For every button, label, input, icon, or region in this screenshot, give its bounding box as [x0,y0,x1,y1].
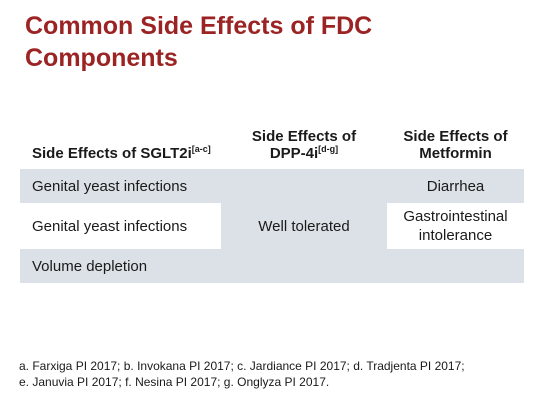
header-sglt2i: Side Effects of SGLT2i[a-c] [20,118,221,168]
header-dpp4i-line1: Side Effects of [251,128,357,145]
side-effects-table: Side Effects of SGLT2i[a-c] Side Effects… [20,118,524,283]
sglt2i-cell-2: Genital yeast infections [20,203,221,249]
metformin-cell-2: Gastrointestinal intolerance [387,203,524,249]
side-effects-table-container: Side Effects of SGLT2i[a-c] Side Effects… [20,118,524,283]
metformin-cell-2-text: Gastrointestinal intolerance [403,208,508,244]
dpp4i-cell: Well tolerated [221,166,387,283]
header-dpp4i: Side Effects of DPP-4i[d-g] [221,118,387,168]
title-line-1: Common Side Effects of FDC [25,12,373,40]
title-line-2: Components [25,44,178,72]
metformin-cell-1: Diarrhea [387,166,524,203]
table-header-row: Side Effects of SGLT2i[a-c] Side Effects… [20,118,524,168]
table-row: Volume depletion [20,249,524,283]
table-row: Genital yeast infections Well tolerated … [20,166,524,283]
header-metformin: Side Effects of Metformin [387,118,524,168]
references: a. Farxiga PI 2017; b. Invokana PI 2017;… [19,358,529,390]
header-metformin-line2: Metformin [419,145,492,162]
header-dpp4i-text: DPP-4i [269,145,319,162]
table-row: Genital yeast infections Gastrointestina… [20,203,524,249]
header-metformin-line1: Side Effects of [403,128,508,145]
header-sglt2i-superscript: [a-c] [191,144,211,154]
sglt2i-cell-3: Volume depletion [20,249,221,283]
header-dpp4i-superscript: [d-g] [318,144,339,154]
header-sglt2i-text: Side Effects of SGLT2i [32,145,192,162]
slide-title: Common Side Effects of FDC Components [25,10,525,74]
metformin-cell-3 [387,249,524,283]
sglt2i-cell-1: Genital yeast infections [20,166,221,203]
reference-line-1: a. Farxiga PI 2017; b. Invokana PI 2017;… [19,359,465,373]
reference-line-2: e. Januvia PI 2017; f. Nesina PI 2017; g… [19,375,330,389]
